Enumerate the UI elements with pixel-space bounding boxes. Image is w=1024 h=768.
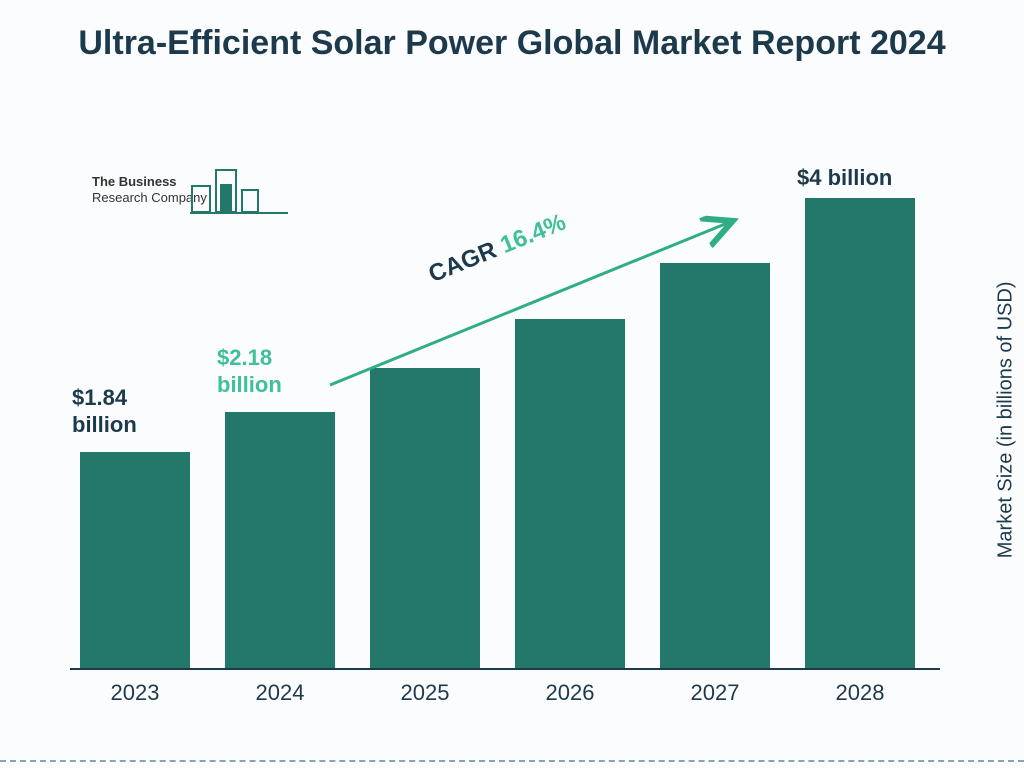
value-label: $1.84billion — [72, 384, 232, 439]
bar — [660, 263, 770, 668]
x-tick-label: 2023 — [60, 680, 210, 706]
value-label: $2.18billion — [217, 344, 377, 399]
chart-container: Ultra-Efficient Solar Power Global Marke… — [0, 0, 1024, 768]
x-tick-label: 2027 — [640, 680, 790, 706]
x-tick-label: 2028 — [785, 680, 935, 706]
x-axis-line — [70, 668, 940, 670]
footer-dash-line — [0, 760, 1024, 762]
bar — [805, 198, 915, 668]
x-tick-label: 2025 — [350, 680, 500, 706]
x-tick-label: 2024 — [205, 680, 355, 706]
bar — [225, 412, 335, 668]
bar — [370, 368, 480, 668]
bar — [80, 452, 190, 668]
value-label: $4 billion — [797, 164, 957, 192]
y-axis-label: Market Size (in billions of USD) — [995, 282, 1018, 559]
bar — [515, 319, 625, 668]
x-tick-label: 2026 — [495, 680, 645, 706]
chart-title: Ultra-Efficient Solar Power Global Marke… — [0, 22, 1024, 65]
